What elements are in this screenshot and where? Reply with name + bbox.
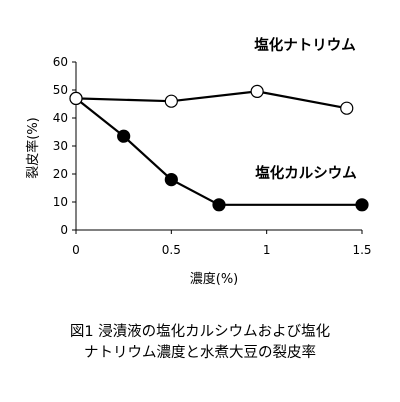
x-tick-label: 0.5 [162, 243, 181, 257]
axes [72, 61, 363, 234]
x-axis-title: 濃度(%) [190, 271, 239, 287]
data-point [164, 94, 178, 108]
y-tick-label: 30 [53, 139, 68, 153]
data-point [164, 173, 178, 187]
data-point [250, 84, 264, 99]
y-tick-label: 50 [53, 83, 68, 97]
series-group [69, 84, 369, 212]
caption-line-1: 図1 浸漬液の塩化カルシウムおよび塩化 [69, 324, 331, 340]
y-axis-title: 裂皮率(%) [25, 117, 41, 179]
figure-caption: 図1 浸漬液の塩化カルシウムおよび塩化 ナトリウム濃度と水煮大豆の裂皮率 [0, 322, 400, 364]
data-point [355, 198, 369, 212]
series-sodium-chloride [69, 84, 354, 115]
y-tick-label: 20 [53, 167, 68, 181]
tick-labels: 0 10 20 30 40 50 60 0 0.5 1 1.5 [53, 55, 372, 257]
x-tick-label: 0 [72, 243, 80, 257]
series-label-calcium-chloride: 塩化カルシウム [255, 164, 357, 182]
y-tick-label: 60 [53, 55, 68, 69]
x-tick-label: 1 [263, 243, 271, 257]
series-calcium-chloride [69, 91, 369, 212]
series-line [75, 97, 362, 206]
data-point [212, 198, 226, 212]
x-tick-label: 1.5 [352, 243, 371, 257]
series-label-sodium-chloride: 塩化ナトリウム [254, 36, 356, 54]
caption-line-2: ナトリウム濃度と水煮大豆の裂皮率 [84, 345, 316, 361]
y-tick-label: 40 [53, 111, 68, 125]
y-tick-label: 10 [53, 195, 68, 209]
data-point [340, 101, 354, 115]
data-point [69, 91, 83, 106]
line-chart: 0 10 20 30 40 50 60 0 0.5 1 1.5 濃度(%) 裂皮率(%) 塩化ナトリ… [25, 36, 372, 287]
series-line [75, 90, 347, 110]
y-tick-label: 0 [60, 223, 68, 237]
data-point [117, 129, 131, 143]
